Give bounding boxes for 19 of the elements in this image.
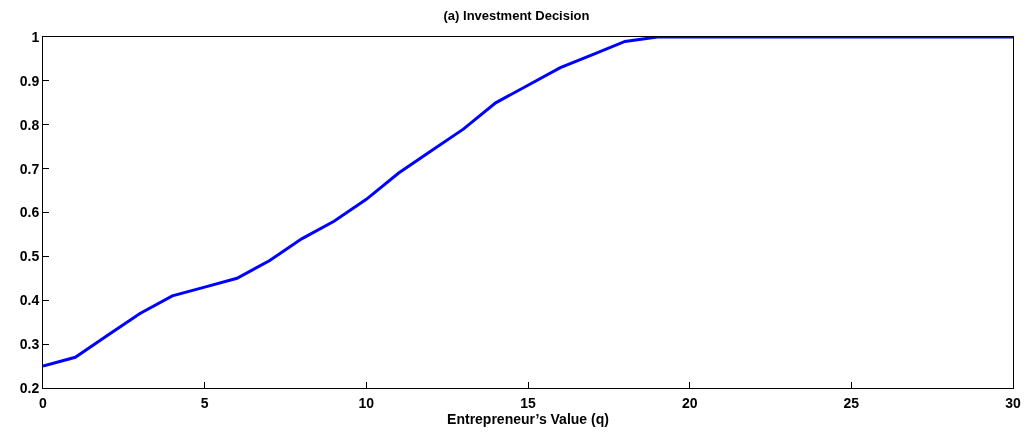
y-tick-label: 0.4 [19,292,40,309]
y-tick-label: 1 [31,28,40,45]
y-tick-label: 0.7 [19,160,40,177]
x-tick-label: 15 [520,394,536,411]
y-tick-label: 0.8 [19,116,40,133]
x-tick-label: 10 [358,394,375,411]
x-tick-label: 30 [1005,394,1021,411]
x-tick-label: 5 [200,394,209,411]
y-tick-label: 0.6 [19,204,40,221]
x-tick-label: 0 [39,394,48,411]
y-tick-label: 0.5 [19,248,40,265]
y-tick-label: 0.9 [19,72,40,89]
chart-title: (a) Investment Decision [443,8,590,23]
y-tick-label: 0.2 [19,379,40,396]
y-tick-label: 0.3 [19,336,40,353]
line-series [43,37,1013,368]
x-tick-label: 20 [681,394,698,411]
x-tick-label: 25 [843,394,860,411]
x-axis-title: Entrepreneur’s Value (q) [447,410,609,427]
